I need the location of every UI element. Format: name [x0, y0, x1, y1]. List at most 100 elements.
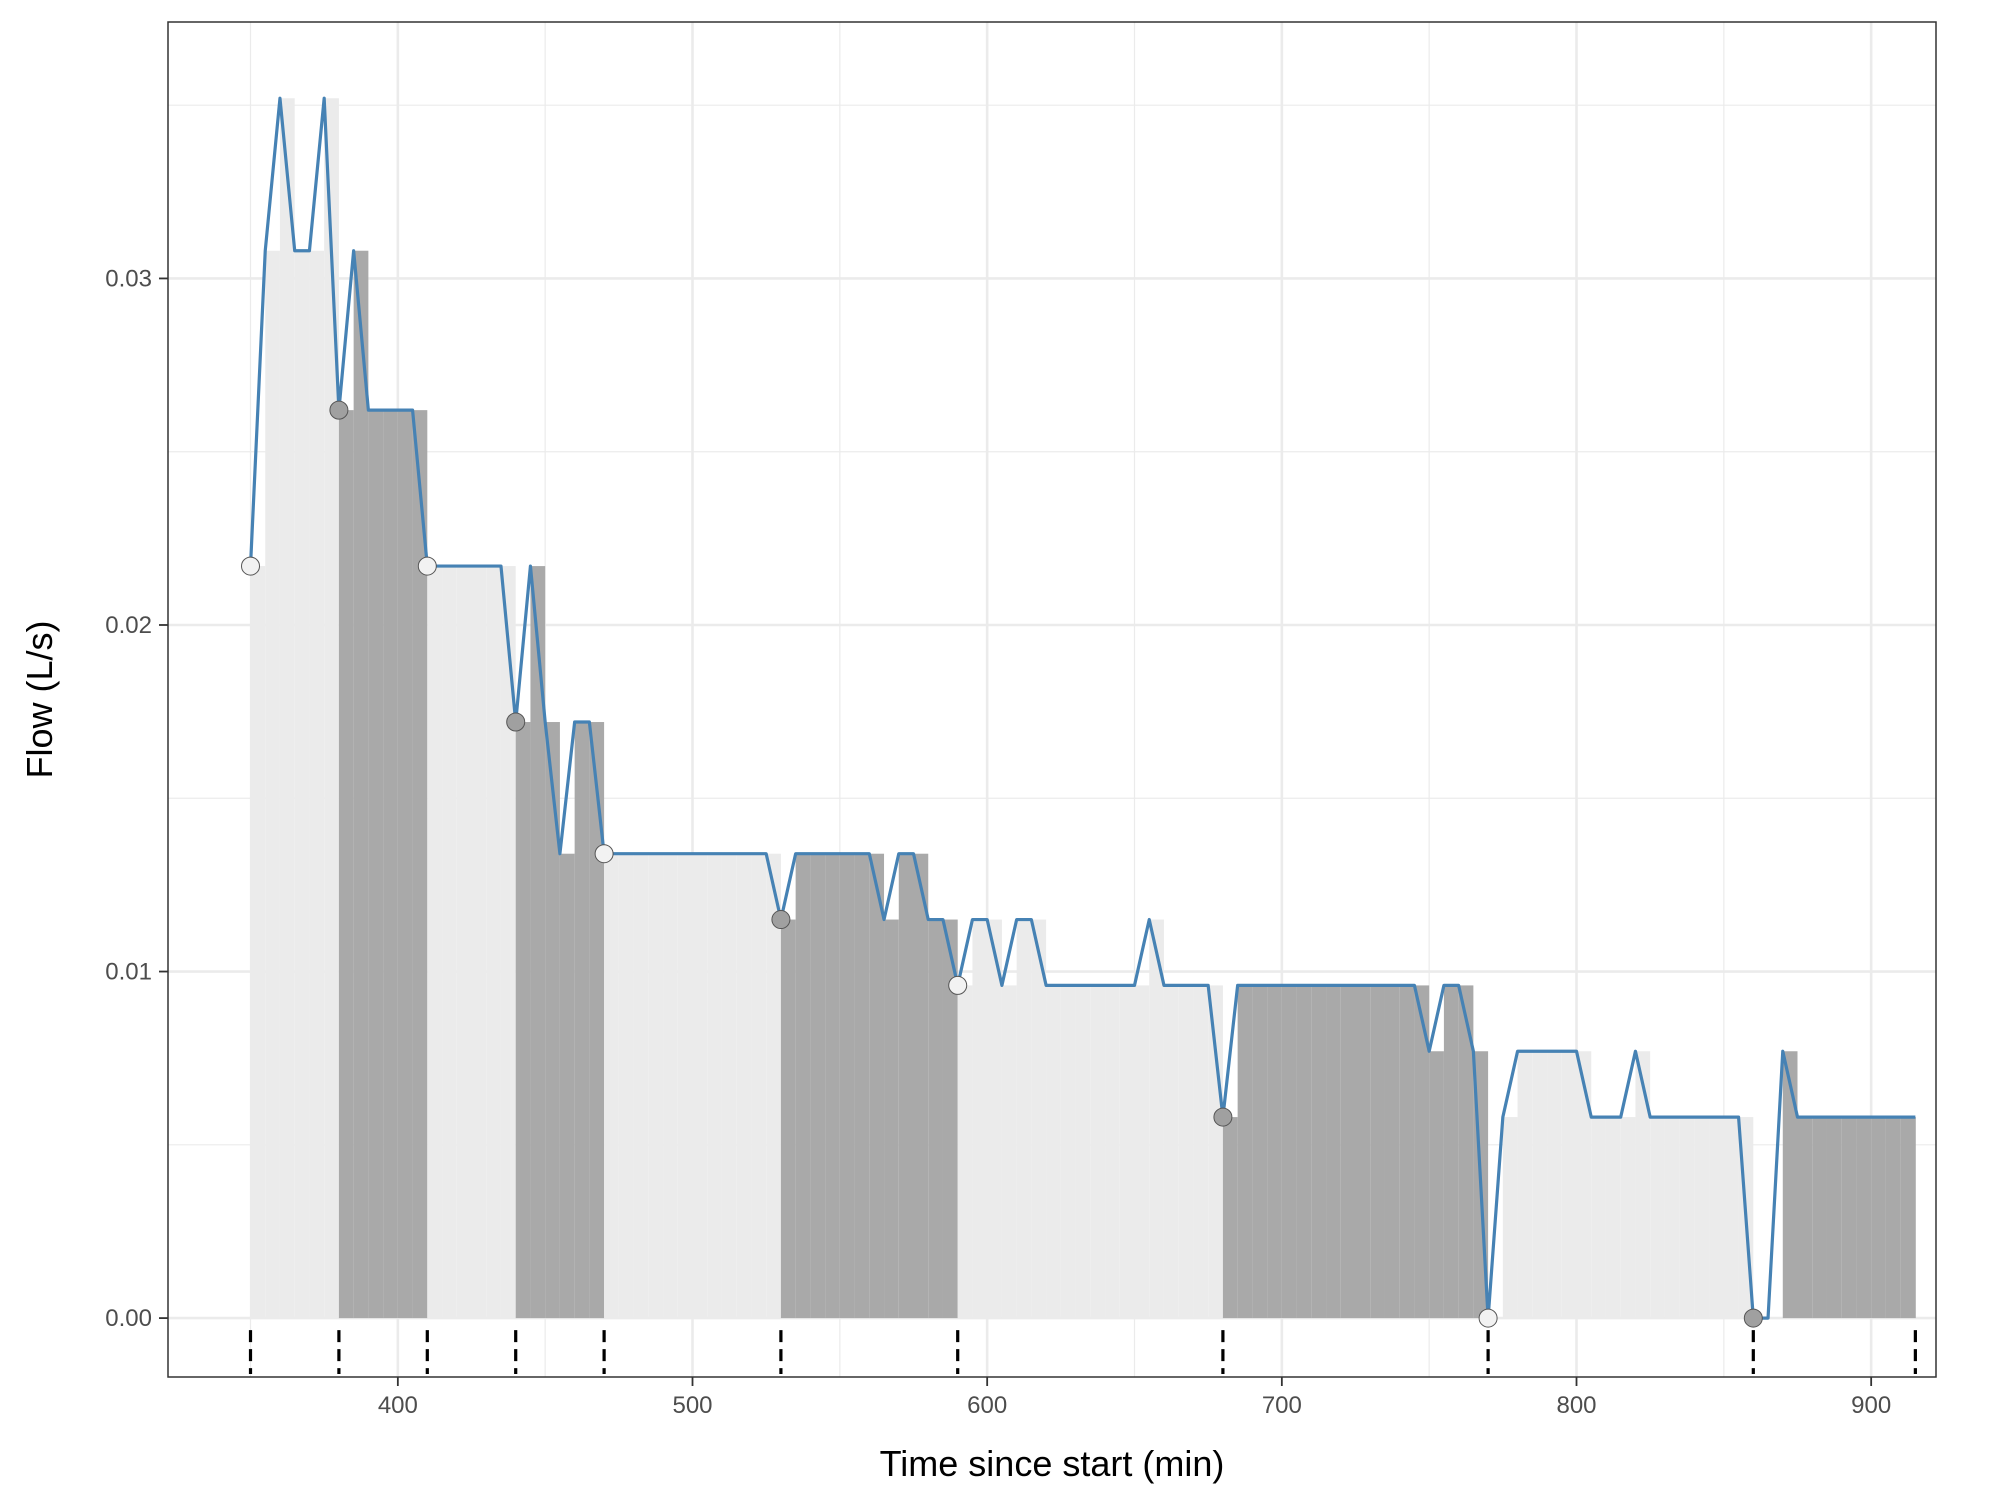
flow-bar [1384, 985, 1400, 1319]
flow-bar [1340, 985, 1356, 1319]
segment-marker [948, 975, 968, 995]
flow-bar [1267, 985, 1282, 1319]
flow-bar [1001, 985, 1017, 1319]
flow-bar [604, 853, 619, 1319]
flow-bar [1149, 919, 1164, 1319]
flow-bar [1208, 985, 1223, 1319]
flow-bar [810, 853, 826, 1319]
y-axis: 0.00 0.01 0.02 0.03 [105, 265, 168, 1332]
flow-bar [427, 566, 443, 1319]
flow-bar [1812, 1117, 1827, 1319]
segment-marker [1478, 1308, 1498, 1328]
flow-bar [1326, 985, 1341, 1319]
segment-marker [1743, 1308, 1763, 1328]
segment-marker [329, 400, 349, 420]
flow-bar [1163, 985, 1179, 1319]
flow-bar [1826, 1117, 1842, 1319]
flow-bar [442, 566, 457, 1319]
flow-bar [1679, 1117, 1695, 1319]
flow-bar [1134, 985, 1150, 1319]
x-axis-title: Time since start (min) [880, 1443, 1225, 1484]
y-tick-label: 0.02 [105, 612, 152, 639]
flow-bar [987, 919, 1002, 1319]
flow-bar [1664, 1117, 1680, 1319]
x-tick-label: 500 [672, 1392, 712, 1419]
flow-bar [1547, 1051, 1562, 1319]
flow-bar [1723, 1117, 1739, 1319]
flow-bar [1871, 1117, 1886, 1319]
flow-bar [250, 566, 266, 1319]
y-tick-label: 0.01 [105, 959, 152, 986]
flow-series [248, 96, 1916, 1320]
flow-bar [1252, 985, 1268, 1319]
flow-bar [471, 566, 487, 1319]
flow-bar [795, 853, 811, 1319]
flow-bar [1178, 985, 1194, 1319]
flow-bar [515, 722, 531, 1319]
flow-bar [972, 919, 988, 1319]
flow-bar [618, 853, 634, 1319]
flow-bar [1414, 985, 1430, 1319]
segment-marker [506, 712, 526, 732]
flow-bar [1782, 1051, 1798, 1319]
flow-bar [1193, 985, 1209, 1319]
flow-bar [294, 250, 310, 1319]
flow-bar [839, 853, 855, 1319]
flow-bar [1605, 1117, 1621, 1319]
flow-bar [368, 410, 384, 1319]
flow-bar [1399, 985, 1415, 1319]
flow-bar [1031, 919, 1047, 1319]
flow-bar [766, 853, 781, 1319]
flow-bar [633, 853, 649, 1319]
flow-bar [663, 853, 678, 1319]
flow-bar [1355, 985, 1371, 1319]
flow-bar [1900, 1117, 1916, 1319]
flow-bar [530, 566, 546, 1319]
flow-bar [1517, 1051, 1533, 1319]
flow-bar [780, 919, 796, 1319]
flow-bar [559, 853, 575, 1319]
flow-bar [854, 853, 870, 1319]
flow-bar [1694, 1117, 1710, 1319]
flow-bar [338, 410, 354, 1319]
flow-bins [250, 98, 1916, 1319]
flow-bar [265, 250, 280, 1319]
segment-marker [771, 910, 791, 930]
flow-bar [1370, 985, 1385, 1319]
segment-marker [1213, 1107, 1233, 1127]
segment-marker [241, 556, 261, 576]
flow-bar [1885, 1117, 1901, 1319]
x-tick-label: 600 [967, 1392, 1007, 1419]
flow-bar [1532, 1051, 1548, 1319]
flow-bar [1915, 1117, 1916, 1319]
x-axis: 400 500 600 700 800 900 [378, 1377, 1891, 1419]
flow-line [248, 96, 1916, 1320]
x-tick-label: 800 [1556, 1392, 1596, 1419]
segment-marker [417, 556, 437, 576]
flow-bar [1709, 1117, 1724, 1319]
flow-bar [898, 853, 914, 1319]
flow-bar [692, 853, 708, 1319]
flow-bar [1443, 985, 1459, 1319]
flow-bar [1311, 985, 1327, 1319]
x-tick-label: 400 [378, 1392, 418, 1419]
y-tick-label: 0.00 [105, 1305, 152, 1332]
flow-bar [486, 566, 501, 1319]
flow-bar [721, 853, 737, 1319]
flow-bar [383, 410, 398, 1319]
flow-bar [1591, 1117, 1606, 1319]
flow-bar [1576, 1051, 1592, 1319]
segment-marker [594, 844, 614, 864]
flow-bar [1016, 919, 1032, 1319]
flow-bar [957, 985, 973, 1319]
flow-bar [1296, 985, 1312, 1319]
flow-bar [1458, 985, 1474, 1319]
flow-bar [942, 919, 958, 1319]
flow-bar [677, 853, 693, 1319]
flow-bar [1105, 985, 1120, 1319]
y-axis-title: Flow (L/s) [19, 620, 60, 778]
flow-bar [397, 410, 413, 1319]
panel-border [167, 21, 1937, 1378]
breakpoint-ticks [248, 1330, 1917, 1374]
